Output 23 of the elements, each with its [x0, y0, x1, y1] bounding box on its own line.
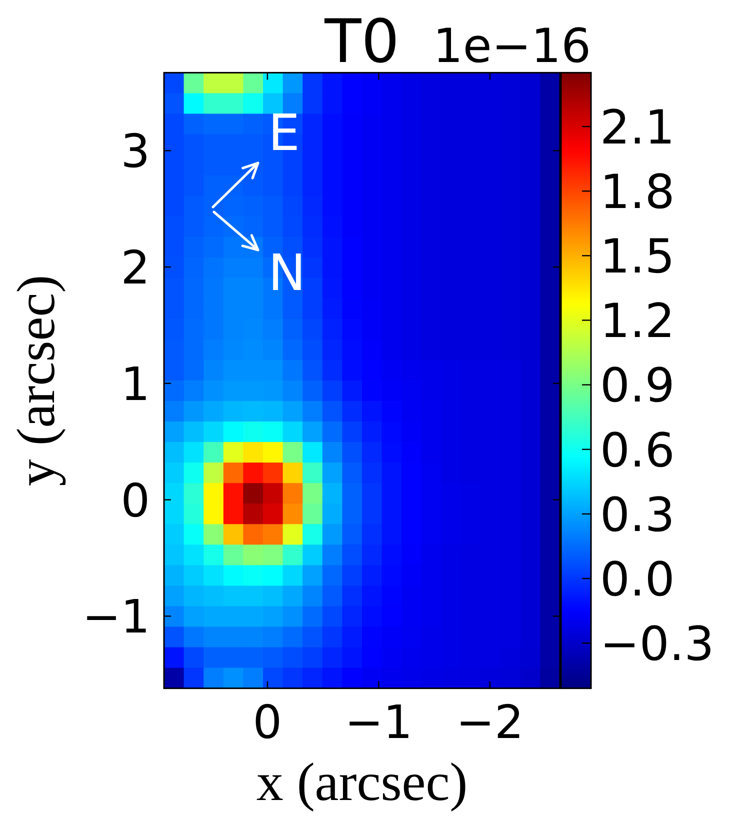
color-bar-label: 0.9 — [600, 358, 675, 414]
y-tick-label: 2 — [120, 240, 150, 295]
x-axis-title: x (arcsec) — [256, 752, 468, 812]
annotation: N — [268, 244, 306, 302]
x-tick-label: −1 — [344, 695, 413, 749]
y-tick-label: −1 — [82, 590, 150, 644]
color-bar-label: 0.3 — [600, 488, 675, 543]
x-tick-label: −2 — [456, 695, 524, 749]
y-tick-label: 0 — [120, 473, 150, 528]
color-bar-label: 2.1 — [600, 100, 675, 156]
color-bar-title: 1e−16 — [432, 19, 591, 74]
color-bar-label: 1.5 — [600, 230, 675, 285]
color-bar-label: 0.0 — [600, 552, 675, 608]
chart-title: T0 — [324, 7, 400, 77]
color-bar-label: 1.2 — [600, 294, 675, 350]
annotation: E — [268, 104, 300, 162]
x-tick-label: 0 — [252, 695, 282, 749]
y-axis-title: y (arcsec) — [6, 274, 66, 486]
color-bar-label: 1.8 — [600, 165, 675, 220]
color-bar-label: 0.6 — [600, 423, 675, 478]
color-bar-label: −0.3 — [600, 617, 714, 672]
y-tick-label: 3 — [120, 124, 150, 178]
y-tick-label: 1 — [120, 356, 150, 411]
